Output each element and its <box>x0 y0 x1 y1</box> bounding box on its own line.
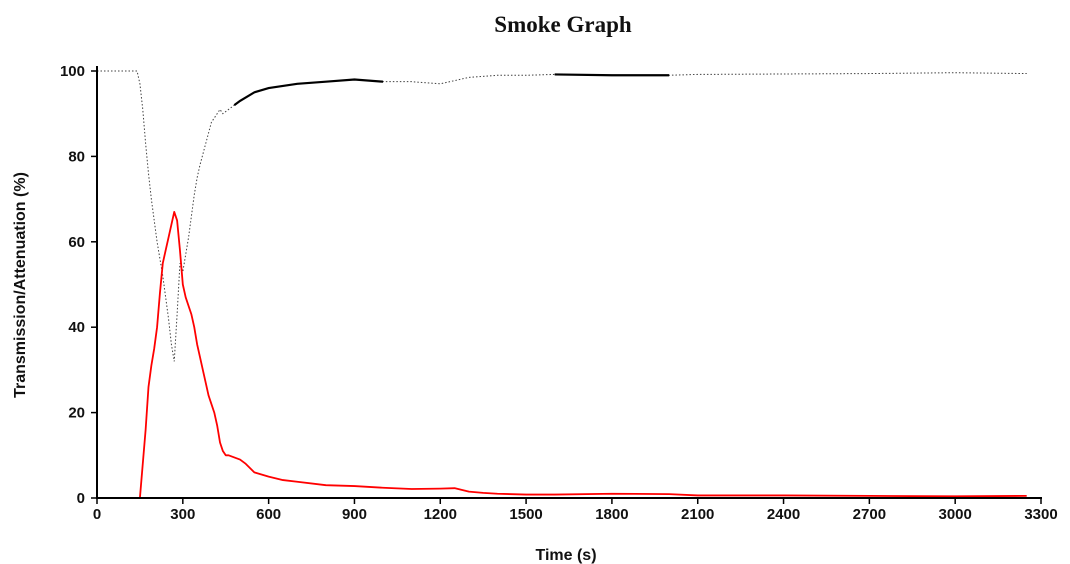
x-tick-label: 0 <box>93 506 101 523</box>
axis-ticks: 0 300 600 900 1200 1500 1800 2100 2400 2700 3000 33… <box>60 63 1058 523</box>
y-tick-label: 0 <box>77 490 85 507</box>
x-axis-label: Time (s) <box>535 547 596 564</box>
axes <box>96 66 1042 499</box>
x-tick-label: 1500 <box>509 506 542 523</box>
series-line-0-solid-1 <box>554 73 670 77</box>
x-tick-label: 1200 <box>424 506 457 523</box>
y-tick-label: 20 <box>68 405 85 422</box>
y-tick-label: 80 <box>68 148 85 165</box>
x-tick-label: 3300 <box>1024 506 1057 523</box>
x-tick-label: 600 <box>256 506 281 523</box>
plot-area <box>97 70 1027 499</box>
y-tick-label: 60 <box>68 234 85 251</box>
series-line-0 <box>97 70 1027 362</box>
x-tick-label: 300 <box>170 506 195 523</box>
chart-title: Smoke Graph <box>494 12 632 37</box>
y-axis-label: Transmission/Attenuation (%) <box>12 172 29 398</box>
y-tick-label: 100 <box>60 63 85 80</box>
x-tick-label: 3000 <box>938 506 971 523</box>
series-line-0-solid-0 <box>233 78 384 107</box>
x-tick-label: 1800 <box>595 506 628 523</box>
series-line-1 <box>97 211 1027 499</box>
x-tick-label: 2100 <box>681 506 714 523</box>
x-tick-label: 2400 <box>767 506 800 523</box>
x-tick-label: 900 <box>342 506 367 523</box>
x-tick-label: 2700 <box>853 506 886 523</box>
y-tick-label: 40 <box>68 319 85 336</box>
